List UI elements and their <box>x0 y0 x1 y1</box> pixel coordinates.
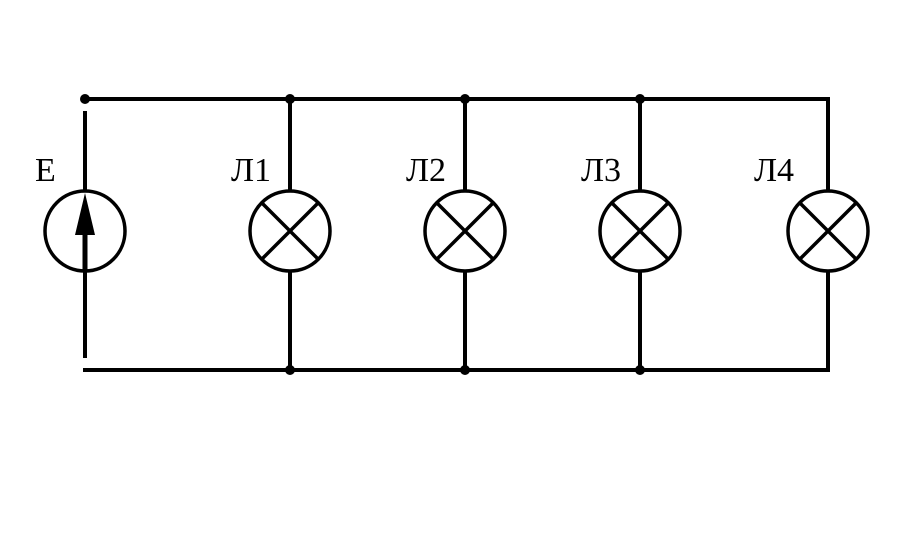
lamp-3-label: Л3 <box>581 152 621 189</box>
lamp-4-label: Л4 <box>754 152 794 189</box>
source-label: E <box>35 152 56 189</box>
node-top-2 <box>285 94 295 104</box>
node-top-1 <box>80 94 90 104</box>
lamp-2-label: Л2 <box>406 152 446 189</box>
lamp-1-label: Л1 <box>231 152 271 189</box>
node-bottom-2 <box>460 365 470 375</box>
source-arrow-icon <box>75 193 95 270</box>
node-bottom-1 <box>285 365 295 375</box>
circuit-diagram: E Л1 Л2 Л3 Л4 <box>0 0 900 536</box>
node-top-3 <box>460 94 470 104</box>
node-bottom-3 <box>635 365 645 375</box>
node-top-4 <box>635 94 645 104</box>
